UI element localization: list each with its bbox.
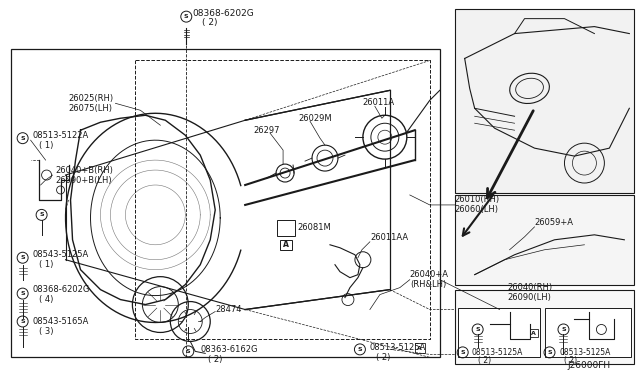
Text: 26011AA: 26011AA: [370, 233, 408, 242]
Text: ( 2): ( 2): [477, 356, 491, 365]
Text: 26081M: 26081M: [297, 223, 331, 232]
Text: S: S: [20, 319, 25, 324]
Bar: [454, 195, 634, 285]
Text: ( 2): ( 2): [202, 18, 218, 27]
Bar: [280, 240, 292, 250]
Text: S: S: [561, 327, 566, 332]
Text: A: A: [417, 346, 422, 351]
Text: 26075(LH): 26075(LH): [68, 104, 113, 113]
Text: ( 2): ( 2): [376, 353, 390, 362]
Text: 08543-5125A: 08543-5125A: [33, 250, 89, 259]
Text: 08363-6162G: 08363-6162G: [200, 345, 258, 354]
Text: J26000FH: J26000FH: [568, 361, 611, 370]
Text: 08543-5165A: 08543-5165A: [33, 317, 89, 326]
Text: ( 1): ( 1): [38, 260, 53, 269]
Bar: [415, 343, 425, 353]
Text: ( 4): ( 4): [38, 295, 53, 304]
Text: S: S: [184, 14, 189, 19]
Text: 08368-6202G: 08368-6202G: [192, 9, 254, 18]
Text: A: A: [531, 331, 536, 336]
Text: S: S: [186, 349, 191, 354]
Text: S: S: [476, 327, 480, 332]
Text: 28474: 28474: [215, 305, 242, 314]
Text: ( 1): ( 1): [38, 141, 53, 150]
Text: 26040+A: 26040+A: [410, 270, 449, 279]
Bar: [529, 330, 538, 337]
Text: S: S: [460, 350, 465, 355]
Text: A: A: [283, 240, 289, 249]
Text: 08513-5125A: 08513-5125A: [559, 348, 611, 357]
Bar: [454, 290, 634, 364]
Text: S: S: [20, 255, 25, 260]
Text: 26297: 26297: [253, 126, 280, 135]
Text: S: S: [20, 136, 25, 141]
Text: 08513-5122A: 08513-5122A: [33, 131, 89, 140]
Text: S: S: [20, 291, 25, 296]
Text: 08513-5125A: 08513-5125A: [472, 348, 523, 357]
Text: ( 2): ( 2): [208, 355, 223, 364]
Text: 26029M: 26029M: [298, 114, 332, 123]
Text: 26011A: 26011A: [362, 98, 394, 107]
Bar: [454, 9, 634, 193]
Text: 26090+B(LH): 26090+B(LH): [56, 176, 112, 185]
Text: 26025(RH): 26025(RH): [68, 94, 114, 103]
Text: S: S: [547, 350, 552, 355]
Text: 08513-5125A: 08513-5125A: [370, 343, 426, 352]
Bar: [458, 308, 540, 357]
Text: 26040+B(RH): 26040+B(RH): [56, 166, 113, 174]
Text: 26060(LH): 26060(LH): [454, 205, 499, 214]
Bar: [277, 220, 295, 236]
Text: ( 2): ( 2): [564, 356, 577, 365]
Bar: [545, 308, 631, 357]
Text: S: S: [39, 212, 44, 217]
Text: 26010(RH): 26010(RH): [454, 195, 500, 205]
Text: ( 3): ( 3): [38, 327, 53, 336]
Text: S: S: [358, 347, 362, 352]
Text: 26040(RH): 26040(RH): [507, 283, 552, 292]
Text: 08368-6202G: 08368-6202G: [33, 285, 90, 294]
Text: 26090(LH): 26090(LH): [508, 293, 552, 302]
Text: 26059+A: 26059+A: [534, 218, 573, 227]
Bar: [11, 48, 440, 357]
Text: (RH&LH): (RH&LH): [410, 280, 446, 289]
